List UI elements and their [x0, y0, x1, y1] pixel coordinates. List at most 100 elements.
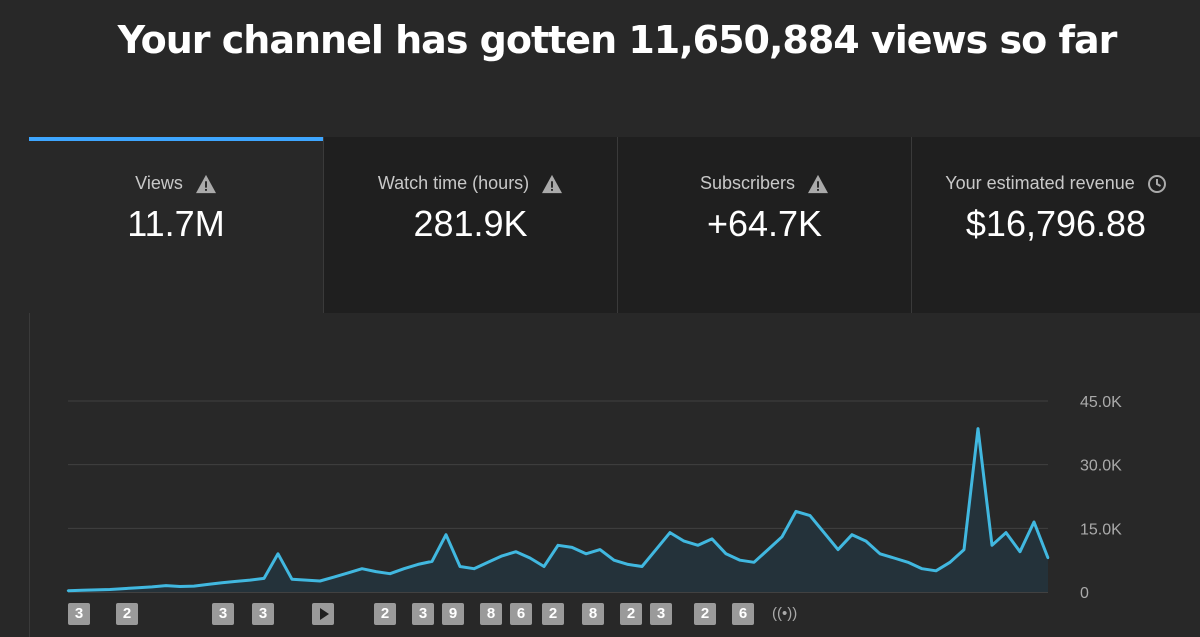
data-point[interactable]	[570, 546, 574, 549]
data-point[interactable]	[248, 578, 252, 582]
data-point[interactable]	[612, 559, 616, 562]
data-point[interactable]	[66, 589, 70, 592]
data-point[interactable]	[486, 561, 490, 564]
tab-views[interactable]: Views 11.7M	[29, 137, 323, 313]
data-point[interactable]	[976, 427, 980, 430]
video-count-marker[interactable]: 2	[116, 603, 138, 625]
data-point[interactable]	[780, 535, 784, 538]
data-point[interactable]	[402, 567, 406, 570]
video-count-marker[interactable]: 8	[480, 603, 502, 625]
metric-tabs: Views 11.7M Watch time (hours) 281.9K	[29, 137, 1200, 313]
data-point[interactable]	[332, 575, 336, 579]
data-point[interactable]	[1018, 550, 1022, 553]
tab-subscribers-label-row: Subscribers	[618, 173, 911, 194]
data-point[interactable]	[542, 565, 546, 568]
data-point[interactable]	[416, 563, 420, 566]
data-point[interactable]	[766, 548, 770, 551]
data-point[interactable]	[682, 539, 686, 543]
data-point[interactable]	[724, 552, 728, 555]
data-point[interactable]	[178, 585, 182, 588]
series-area	[68, 428, 1048, 592]
data-point[interactable]	[1032, 520, 1036, 524]
data-point[interactable]	[598, 548, 602, 551]
data-point[interactable]	[374, 570, 378, 573]
data-point[interactable]	[752, 561, 756, 564]
data-point[interactable]	[360, 567, 364, 570]
data-point[interactable]	[346, 571, 350, 575]
data-point[interactable]	[948, 561, 952, 564]
data-point[interactable]	[164, 584, 168, 587]
tab-revenue[interactable]: Your estimated revenue $16,796.88	[911, 137, 1200, 313]
data-point[interactable]	[710, 537, 714, 541]
video-count-marker[interactable]: 8	[582, 603, 604, 625]
live-stream-icon[interactable]: ((•))	[772, 605, 798, 622]
data-point[interactable]	[836, 548, 840, 551]
data-point[interactable]	[794, 510, 798, 513]
data-point[interactable]	[290, 578, 294, 581]
data-point[interactable]	[990, 544, 994, 547]
warning-icon[interactable]	[195, 174, 217, 194]
data-point[interactable]	[920, 567, 924, 570]
data-point[interactable]	[878, 552, 882, 555]
data-point[interactable]	[108, 588, 112, 591]
data-point[interactable]	[220, 581, 224, 584]
video-count-marker[interactable]: 2	[374, 603, 396, 625]
data-point[interactable]	[892, 556, 896, 560]
data-point[interactable]	[738, 559, 742, 562]
warning-icon[interactable]	[807, 174, 829, 194]
video-count-marker[interactable]: 3	[412, 603, 434, 625]
video-count-marker[interactable]: 3	[252, 603, 274, 625]
data-point[interactable]	[640, 565, 644, 568]
tab-subscribers[interactable]: Subscribers +64.7K	[617, 137, 911, 313]
tab-watch-time[interactable]: Watch time (hours) 281.9K	[323, 137, 617, 313]
data-point[interactable]	[80, 589, 84, 592]
data-point[interactable]	[458, 565, 462, 568]
warning-icon[interactable]	[541, 174, 563, 194]
data-point[interactable]	[850, 533, 854, 536]
data-point[interactable]	[444, 533, 448, 536]
data-point[interactable]	[584, 552, 588, 555]
data-point[interactable]	[696, 544, 700, 547]
video-count-marker[interactable]: 6	[732, 603, 754, 625]
data-point[interactable]	[864, 539, 868, 543]
video-count-marker[interactable]: 2	[542, 603, 564, 625]
data-point[interactable]	[654, 548, 658, 551]
data-point[interactable]	[556, 544, 560, 547]
video-count-marker[interactable]: 6	[510, 603, 532, 625]
data-point[interactable]	[962, 548, 966, 551]
video-count-marker[interactable]: 9	[442, 603, 464, 625]
data-point[interactable]	[304, 578, 308, 582]
page-headline: Your channel has gotten 11,650,884 views…	[117, 18, 1118, 62]
play-marker-icon[interactable]	[312, 603, 334, 625]
data-point[interactable]	[388, 572, 392, 575]
data-point[interactable]	[500, 554, 504, 558]
data-point[interactable]	[192, 584, 196, 588]
data-point[interactable]	[318, 579, 322, 583]
data-point[interactable]	[206, 583, 210, 586]
data-point[interactable]	[528, 556, 532, 560]
data-point[interactable]	[430, 560, 434, 563]
data-point[interactable]	[668, 531, 672, 534]
data-point[interactable]	[906, 561, 910, 564]
data-point[interactable]	[934, 569, 938, 572]
video-count-marker[interactable]: 3	[68, 603, 90, 625]
data-point[interactable]	[808, 514, 812, 517]
data-point[interactable]	[276, 552, 280, 555]
video-count-marker[interactable]: 3	[650, 603, 672, 625]
clock-icon[interactable]	[1147, 174, 1167, 194]
data-point[interactable]	[122, 587, 126, 590]
data-point[interactable]	[94, 588, 98, 592]
video-count-marker[interactable]: 2	[620, 603, 642, 625]
data-point[interactable]	[1004, 531, 1008, 534]
data-point[interactable]	[234, 580, 238, 583]
data-point[interactable]	[262, 577, 266, 580]
video-count-marker[interactable]: 2	[694, 603, 716, 625]
video-count-marker[interactable]: 3	[212, 603, 234, 625]
data-point[interactable]	[514, 550, 518, 553]
data-point[interactable]	[136, 586, 140, 589]
data-point[interactable]	[1046, 556, 1050, 560]
data-point[interactable]	[822, 531, 826, 534]
data-point[interactable]	[626, 563, 630, 566]
data-point[interactable]	[150, 585, 154, 589]
data-point[interactable]	[472, 567, 476, 570]
